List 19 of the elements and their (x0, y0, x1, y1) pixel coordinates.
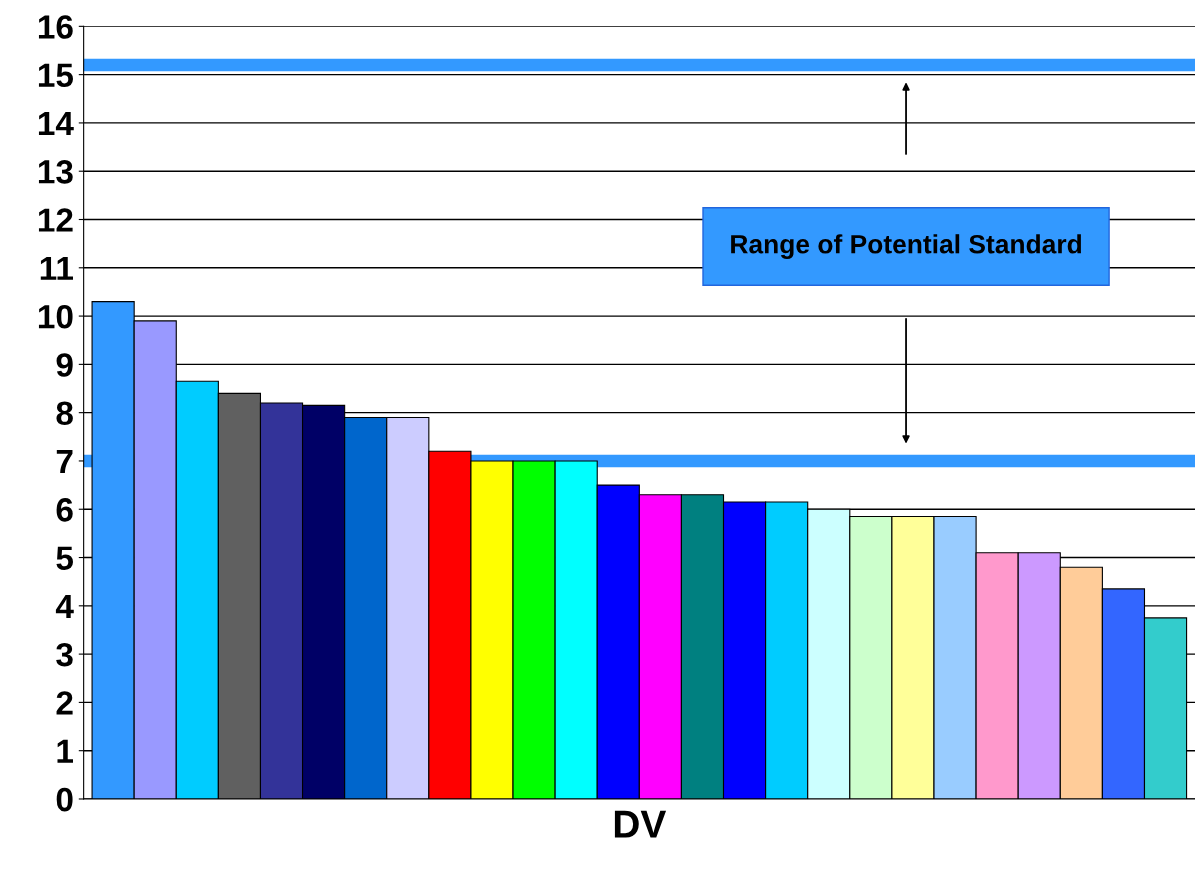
y-tick-label: 0 (56, 787, 73, 812)
y-tick-label: 10 (38, 304, 73, 329)
y-tick-label: 4 (55, 594, 74, 618)
y-tick-label: 13 (38, 160, 73, 184)
y-tick-label: 6 (56, 498, 73, 522)
y-tick-label: 1 (57, 739, 73, 763)
y-tick-label: 15 (38, 63, 73, 88)
annotation: Range of Potential Standard (731, 234, 1081, 259)
y-tick-label: 16 (38, 15, 73, 39)
x-axis-title: DV (614, 810, 667, 838)
y-tick-label: 11 (40, 256, 73, 280)
y-tick-label: 2 (56, 691, 73, 715)
y-tick-label: 9 (56, 353, 73, 377)
y-tick-label: 7 (56, 450, 73, 474)
y-tick-label: 5 (56, 546, 73, 570)
y-tick-label: 12 (38, 208, 73, 232)
y-tick-label: 3 (56, 642, 73, 667)
y-tick-label: 14 (38, 112, 74, 135)
y-tick-label: 8 (56, 401, 73, 426)
